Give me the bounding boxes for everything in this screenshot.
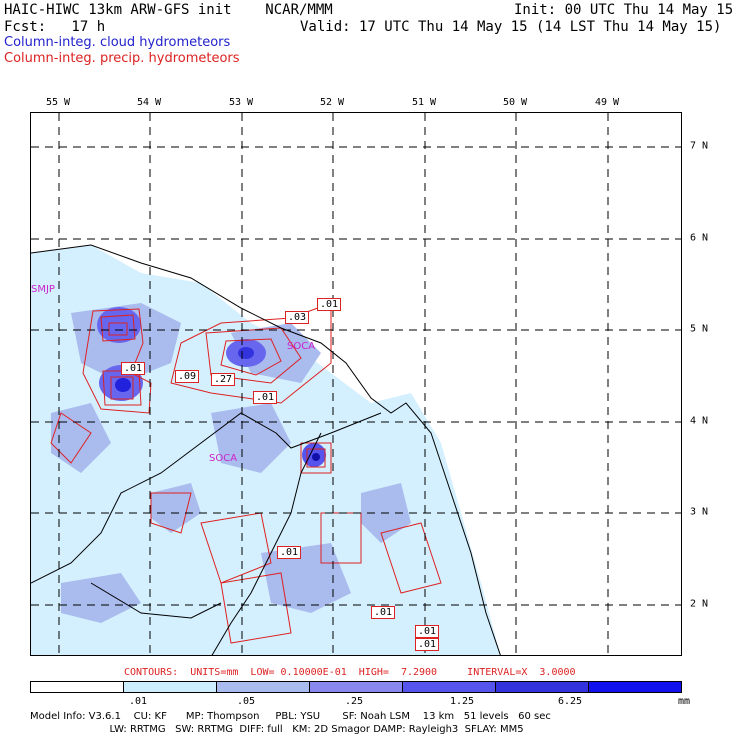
lon-label: 54 W — [136, 97, 162, 108]
lat-label: 7 N — [690, 140, 709, 152]
contour-label: .01 — [277, 546, 302, 559]
color-legend — [30, 681, 682, 693]
legend-level: 1.25 — [449, 696, 475, 707]
legend-swatch — [589, 682, 681, 692]
forecast-hour: Fcst: 17 h — [4, 19, 106, 35]
contours-info: CONTOURS: UNITS=mm LOW= 0.10000E-01 HIGH… — [124, 667, 576, 678]
init-time: Init: 00 UTC Thu 14 May 15 — [514, 2, 734, 18]
lat-label: 3 N — [690, 506, 709, 518]
contour-label: .01 — [317, 298, 342, 311]
contour-label: .01 — [371, 606, 396, 619]
field-cloud-label: Column-integ. cloud hydrometeors — [4, 35, 231, 50]
legend-swatch — [496, 682, 589, 692]
model-info-line2: LW: RRTMG SW: RRTMG DIFF: full KM: 2D Sm… — [30, 724, 524, 735]
lon-label: 53 W — [228, 97, 254, 108]
legend-swatch — [310, 682, 403, 692]
model-info-line1: Model Info: V3.6.1 CU: KF MP: Thompson P… — [30, 711, 551, 722]
legend-swatch — [217, 682, 310, 692]
lat-label: 4 N — [690, 415, 709, 427]
lon-label: 50 W — [502, 97, 528, 108]
contour-label: .09 — [175, 370, 200, 383]
contour-label: .01 — [121, 362, 146, 375]
contour-label: .01 — [415, 638, 440, 651]
legend-level: .01 — [128, 696, 148, 707]
graticule — [31, 113, 681, 655]
map-panel: SMJP SOCA SOCA .01 .03 .09 .27 .01 .01 .… — [30, 112, 682, 656]
legend-level: .25 — [344, 696, 364, 707]
lon-label: 49 W — [594, 97, 620, 108]
station-label: SOCA — [287, 341, 316, 352]
map-canvas — [31, 113, 681, 655]
legend-level: 6.25 — [557, 696, 583, 707]
lat-label: 5 N — [690, 323, 709, 335]
contour-label: .27 — [211, 373, 236, 386]
legend-level: .05 — [236, 696, 256, 707]
contour-label: .01 — [253, 391, 278, 404]
lon-label: 52 W — [319, 97, 345, 108]
legend-swatch — [124, 682, 217, 692]
lat-label: 6 N — [690, 232, 709, 244]
contour-label: .03 — [285, 311, 310, 324]
lon-label: 55 W — [45, 97, 71, 108]
legend-swatch — [403, 682, 496, 692]
contour-label: .01 — [415, 625, 440, 638]
lat-label: 2 N — [690, 598, 709, 610]
legend-swatch — [31, 682, 124, 692]
station-label: SMJP — [31, 284, 55, 295]
coastline — [31, 244, 501, 655]
field-precip-label: Column-integ. precip. hydrometeors — [4, 51, 240, 66]
lon-label: 51 W — [411, 97, 437, 108]
precip-contours — [50, 302, 442, 644]
legend-unit: mm — [677, 696, 691, 707]
valid-time: Valid: 17 UTC Thu 14 May 15 (14 LST Thu … — [300, 19, 722, 35]
cloud-cores — [97, 307, 326, 467]
plot-title: HAIC-HIWC 13km ARW-GFS init NCAR/MMM — [4, 2, 333, 18]
station-label: SOCA — [209, 453, 238, 464]
